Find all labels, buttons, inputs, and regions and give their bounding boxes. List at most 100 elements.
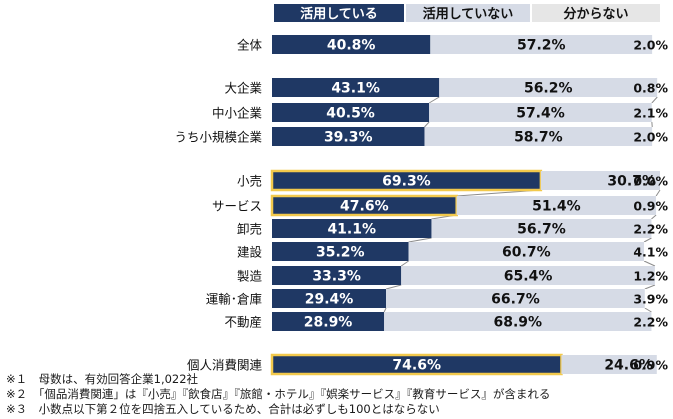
category-label-2: 中小企業 — [212, 106, 263, 121]
labels: 全体 40.8% 57.2% 2.0% 大企業 43.1% 56.2% 0.8% 中小企業 40.… — [174, 38, 668, 374]
value-label-not-using-8: 65.4% — [504, 269, 553, 285]
category-label-11: 個人消費関連 — [187, 358, 263, 373]
bar-using-9 — [272, 289, 387, 308]
bar-unknown-1 — [657, 78, 661, 97]
bar-unknown-2 — [651, 103, 660, 122]
category-label-1: 大企業 — [224, 81, 262, 96]
connector-notusing-6 — [643, 237, 652, 243]
bar-using-3 — [272, 127, 425, 146]
value-label-using-3: 39.3% — [324, 130, 373, 146]
value-label-unknown-3: 2.0% — [633, 130, 668, 145]
value-label-not-using-0: 57.2% — [517, 38, 566, 54]
bar-using-1 — [272, 78, 440, 97]
footnote-2: ※２ 「個品消費関連」は『小売』『飲食店』『旅館・ホテル』『娯楽サービス』『教育… — [6, 387, 551, 401]
value-label-not-using-4: 30.7% — [607, 174, 656, 190]
bar-not-using-8 — [401, 266, 655, 285]
bar-not-using-1 — [439, 78, 658, 97]
value-label-using-9: 29.4% — [305, 292, 354, 308]
bar-unknown-3 — [652, 127, 660, 146]
bar-not-using-6 — [431, 219, 652, 238]
connector-using-2 — [424, 121, 430, 128]
bar-unknown-9 — [644, 289, 660, 308]
value-label-using-2: 40.5% — [326, 106, 375, 122]
bar-using-2 — [272, 103, 430, 122]
value-label-unknown-11: 0.9% — [633, 358, 668, 373]
footnotes: ※１ 母数は、有効回答企業1,022社 ※２ 「個品消費関連」は『小売』『飲食店… — [6, 372, 666, 417]
category-label-5: サービス — [212, 199, 262, 214]
bar-unknown-7 — [644, 242, 660, 261]
bar-unknown-8 — [654, 266, 660, 285]
legend-swatch-2 — [532, 4, 660, 22]
footnote-3: ※３ 小数点以下第２位を四捨五入しているため、合計は必ずしも100とはならない — [6, 402, 440, 416]
bar-using-8 — [272, 266, 402, 285]
bar-not-using-7 — [408, 242, 645, 261]
legend-label-0: 活用している — [300, 6, 378, 22]
bar-using-0 — [272, 35, 431, 54]
connector-notusing-4 — [655, 189, 661, 197]
category-label-3: うち小規模企業 — [174, 130, 262, 145]
connector-notusing-1 — [651, 96, 658, 104]
category-label-9: 運輸･倉庫 — [206, 292, 262, 307]
bar-not-using-2 — [429, 103, 652, 122]
legend-swatch-1 — [406, 4, 530, 22]
value-label-not-using-9: 66.7% — [491, 292, 540, 308]
footnote-1: ※１ 母数は、有効回答企業1,022社 — [6, 372, 199, 386]
value-label-unknown-10: 2.2% — [633, 315, 668, 330]
connector-using-1 — [428, 96, 440, 104]
value-label-unknown-7: 4.1% — [633, 245, 668, 260]
bar-not-using-9 — [386, 289, 645, 308]
value-label-using-1: 43.1% — [331, 81, 380, 97]
legend-label-2: 分からない — [563, 6, 628, 22]
bar-unknown-11 — [656, 355, 661, 374]
value-label-unknown-1: 0.8% — [633, 81, 668, 96]
value-label-using-10: 28.9% — [304, 315, 353, 331]
legend-swatch-0 — [274, 4, 404, 22]
value-label-using-4: 69.3% — [382, 174, 431, 190]
connector-notusing-5 — [651, 214, 657, 220]
value-label-using-5: 47.6% — [340, 199, 389, 215]
legend-label-1: 活用していない — [423, 6, 514, 22]
bar-using-7 — [272, 242, 409, 261]
connector-using-7 — [400, 260, 409, 267]
bar-unknown-10 — [651, 312, 660, 331]
bars — [270, 35, 661, 376]
category-label-8: 製造 — [237, 269, 263, 284]
connector-notusing-8 — [644, 284, 656, 290]
value-label-unknown-6: 2.2% — [633, 222, 668, 237]
bar-not-using-0 — [430, 35, 653, 54]
value-label-unknown-9: 3.9% — [633, 292, 668, 307]
bar-using-10 — [272, 312, 385, 331]
category-label-7: 建設 — [237, 245, 263, 260]
category-label-0: 全体 — [237, 38, 263, 53]
value-label-using-7: 35.2% — [316, 245, 365, 261]
value-label-not-using-10: 68.9% — [494, 315, 543, 331]
bar-using-6 — [272, 219, 432, 238]
value-label-not-using-11: 24.6% — [604, 358, 653, 374]
value-label-not-using-5: 51.4% — [532, 199, 581, 215]
bar-unknown-6 — [651, 219, 660, 238]
bar-unknown-5 — [656, 196, 660, 215]
bar-not-using-10 — [384, 312, 652, 331]
bar-not-using-11 — [561, 355, 657, 374]
category-label-6: 卸売 — [237, 222, 262, 237]
connector-using-6 — [408, 237, 432, 243]
bar-unknown-0 — [652, 35, 660, 54]
connector-notusing-7 — [643, 260, 656, 267]
value-label-not-using-1: 56.2% — [524, 81, 573, 97]
value-label-unknown-0: 2.0% — [633, 38, 668, 53]
value-label-using-8: 33.3% — [312, 269, 361, 285]
value-label-using-6: 41.1% — [327, 222, 376, 238]
bar-not-using-5 — [456, 196, 657, 215]
value-label-using-0: 40.8% — [327, 38, 376, 54]
value-label-not-using-2: 57.4% — [516, 106, 565, 122]
value-label-not-using-6: 56.7% — [517, 222, 566, 238]
connector-notusing-9 — [644, 307, 652, 313]
value-label-using-11: 74.6% — [392, 358, 441, 374]
value-label-unknown-5: 0.9% — [633, 199, 668, 214]
category-label-10: 不動産 — [224, 315, 262, 330]
value-label-not-using-3: 58.7% — [514, 130, 563, 146]
connector-using-9 — [383, 307, 387, 313]
value-label-unknown-8: 1.2% — [633, 269, 668, 284]
bar-not-using-4 — [540, 171, 660, 190]
